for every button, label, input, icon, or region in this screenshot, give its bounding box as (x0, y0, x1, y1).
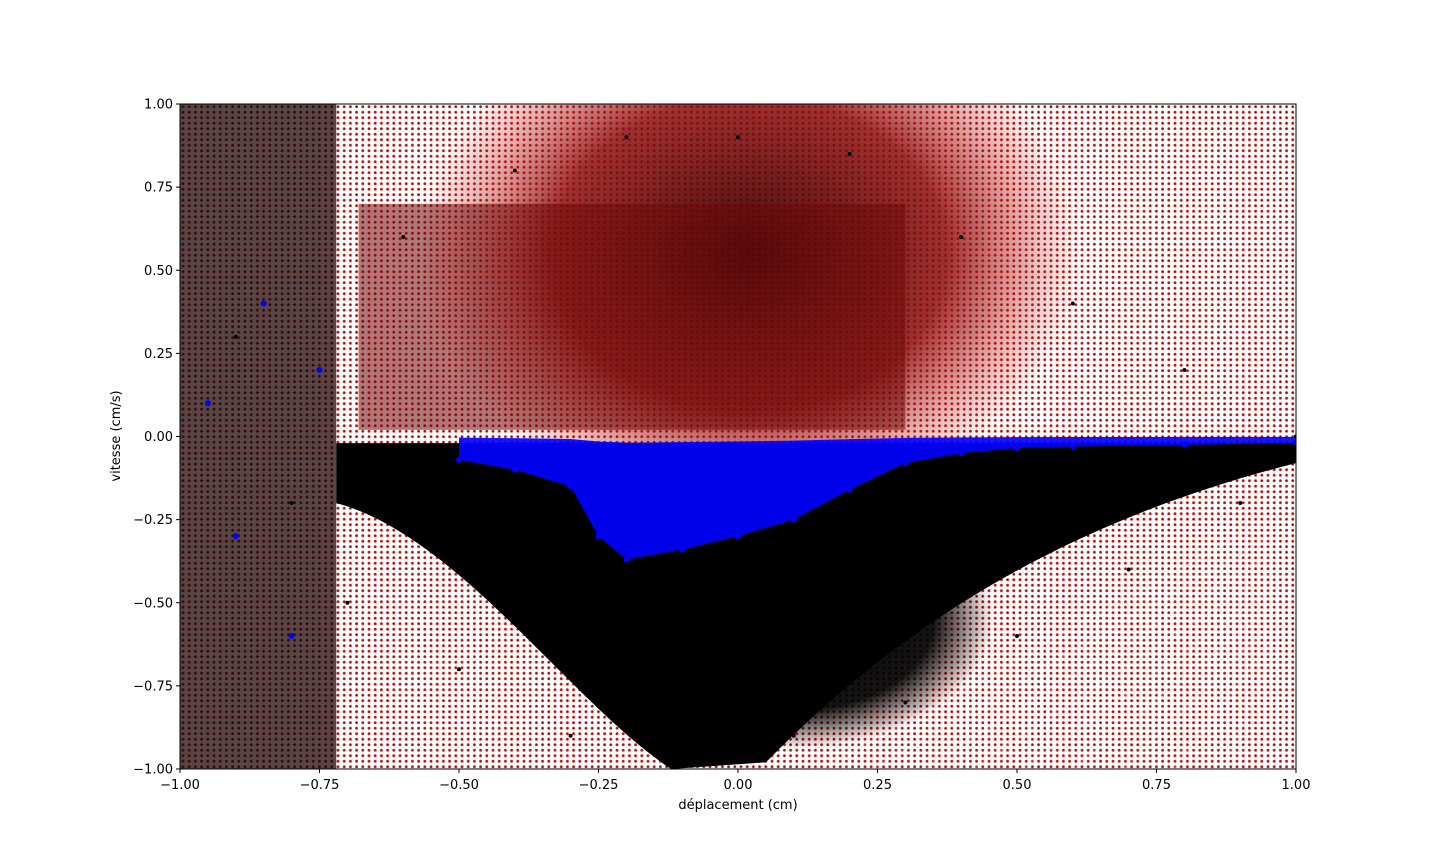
trajectory-stripe (871, 536, 1269, 769)
trajectory-stripe (1122, 626, 1269, 769)
trajectory-point (512, 168, 517, 173)
x-tick-label: 0.00 (724, 778, 753, 793)
trajectory-point (736, 135, 740, 140)
x-tick-label: −0.25 (579, 778, 619, 793)
trajectory-stripe (821, 518, 1269, 769)
x-tick-label: 0.75 (1142, 778, 1171, 793)
trajectory-point (457, 667, 461, 672)
final-state-point (232, 533, 239, 540)
x-tick-label: 1.00 (1282, 778, 1311, 793)
trajectory-point (959, 235, 964, 239)
x-tick-label: −0.75 (300, 778, 340, 793)
trajectory-stripe (1072, 608, 1269, 769)
final-state-point (204, 400, 211, 407)
upper-density-band (358, 203, 906, 430)
trajectory-point (345, 600, 350, 605)
x-axis: −1.00 −0.75 −0.50 −0.25 0.00 0.25 0.50 0.75 1.00 (160, 769, 1310, 793)
trajectory-stripe (971, 572, 1269, 769)
final-state-point (288, 633, 295, 639)
lower-density-core (593, 489, 994, 750)
final-state-point (260, 300, 267, 307)
x-tick-label: −1.00 (160, 778, 200, 793)
plot-area (180, 104, 1296, 769)
final-state-band (459, 436, 1296, 560)
trajectory-point (289, 501, 294, 505)
y-axis: −1.00 −0.75 −0.50 −0.25 0.00 0.25 0.50 0.75 1.00 (133, 98, 180, 778)
y-tick-label: −0.50 (133, 596, 173, 611)
y-tick-label: 0.25 (144, 347, 173, 362)
y-tick-label: 0.00 (144, 430, 173, 445)
y-axis-label: vitesse (cm/s) (109, 390, 124, 481)
trajectory-point (1015, 634, 1019, 638)
y-tick-label: −1.00 (133, 763, 173, 778)
trajectory-point (847, 151, 852, 156)
trajectory-point (1070, 301, 1075, 306)
trajectory-point (233, 334, 238, 339)
trajectory-point (680, 750, 685, 755)
y-tick-label: 0.50 (144, 264, 173, 279)
trajectory-density (180, 104, 1296, 769)
x-tick-label: 0.50 (1003, 778, 1032, 793)
trajectory-point (791, 733, 796, 738)
x-tick-label: −0.50 (439, 778, 479, 793)
left-density (180, 104, 337, 769)
trajectory-point (1126, 567, 1131, 572)
y-tick-label: 0.75 (144, 181, 173, 196)
trajectory-point (1182, 368, 1187, 372)
trajectory-stripe (1222, 662, 1270, 769)
trajectory-point (401, 235, 406, 239)
x-tick-label: 0.25 (863, 778, 892, 793)
trajectory-point (624, 135, 629, 140)
trajectory-point (903, 700, 908, 705)
trajectory-point (1238, 501, 1243, 505)
scatter-points (204, 135, 1296, 755)
trajectory-stripe (1172, 644, 1270, 769)
trajectory-point (568, 733, 573, 738)
x-axis-label: déplacement (cm) (678, 798, 797, 813)
y-tick-label: −0.75 (133, 679, 173, 694)
y-tick-label: −0.25 (133, 513, 173, 528)
trajectory-stripe (1021, 590, 1269, 769)
final-state-point (316, 367, 323, 373)
trajectory-stripe (921, 554, 1269, 769)
y-tick-label: 1.00 (144, 98, 173, 113)
